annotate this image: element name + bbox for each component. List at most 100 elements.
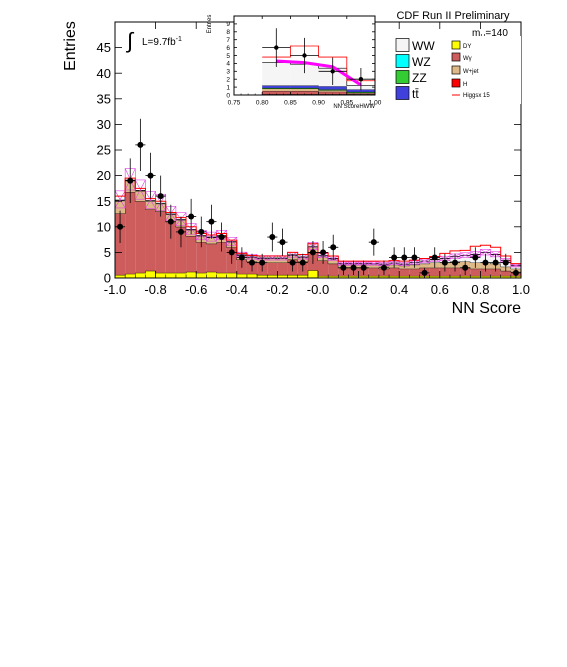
x-tick-label: 1.0 [512,282,530,297]
y-tick-label: 25 [97,143,111,158]
data-point [439,253,450,272]
data-point [389,247,400,268]
legend-label: W+jet [463,69,479,75]
syst-hatch [510,263,522,268]
stack-bar-tt- [318,86,347,90]
x-tick-label: 0.90 [312,100,325,107]
x-tick-label: 0.8 [471,282,489,297]
stack-bar-dy [216,272,227,278]
stack-bar-dy [470,275,481,278]
stack-bar-w-jet [262,88,291,92]
x-tick-label: -0.2 [266,282,288,297]
data-point [246,253,258,272]
legend-label: DY [463,44,471,50]
stack-bar-dy [145,270,156,278]
stack-bar-dy [125,273,136,278]
data-point [155,175,166,217]
data-point [206,204,217,239]
data-point [307,240,318,264]
x-axis-title: NN Score [452,300,521,317]
y-tick-label: 5 [226,53,230,60]
stack-bar-w- [216,242,227,273]
stack-bar-w- [318,91,347,95]
syst-hatch [419,258,430,264]
data-point [460,260,471,276]
x-tick-label: 0.75 [228,100,241,107]
luminosity-text: L=9.7fb-1 [142,36,182,48]
data-point [145,152,156,199]
main-axes: -1.0 -0.8 -0.6 -0.4 -0.2 -0.0 0.2 0.4 0.6 0.8 1.00… [97,21,530,297]
y-tick-label: 40 [97,66,111,81]
stack-bar-dy [389,275,400,278]
stack-bar-dy [186,271,197,278]
legend-swatch [395,86,410,100]
y-tick-label: 15 [97,194,111,209]
data-point [297,253,308,272]
y-tick-label: 3 [226,69,230,76]
inset-y-axis-title: Entries [207,15,213,34]
stack-bar-dy [480,275,491,278]
y-tick-label: 30 [97,117,111,132]
stack-bar-dy [155,272,166,278]
stack-bar-w-jet [145,201,156,210]
legend-swatch [451,52,461,62]
data-point [318,57,347,85]
stack-bar-w- [490,268,501,276]
data-point [267,222,278,252]
stack-bar-w- [175,226,187,273]
y-tick-label: 8 [226,29,230,36]
x-tick-label: 0.95 [340,100,353,107]
legend-swatch [395,54,410,68]
data-point [125,158,136,204]
x-tick-label: -0.6 [185,282,207,297]
legend-label: ZZ [412,71,427,85]
stack-bar-w- [165,221,176,273]
legend-label: WW [412,39,435,53]
data-point [368,228,379,256]
stack-bar-w- [500,270,511,276]
stack-bar-w-jet [328,259,339,264]
stack-bar-dy [439,275,450,278]
stack-bar-w- [328,263,339,276]
stack-bar-dy [449,275,461,278]
stack-bar-tt- [290,85,319,88]
stack-bar-ww [460,255,471,262]
stack-bar-dy [115,274,126,278]
stack-bar-w-jet [419,263,430,268]
stack-bar-dy [236,273,247,278]
stack-bar-w- [145,209,156,271]
stack-bar-dy [175,272,187,278]
x-tick-label: 0.2 [350,282,368,297]
y-tick-label: 4 [226,61,230,68]
legend-label: tt̄ [412,87,419,101]
data-point [500,253,511,272]
data-point [216,222,227,252]
legend-item: DY [451,40,471,50]
stack-bar-w- [389,267,400,276]
stack-bar-w- [290,91,319,95]
legend-item: tt̄ [395,86,419,101]
legend-swatch [451,78,461,88]
integral-icon: ∫ [125,28,135,53]
legend-swatch [395,70,410,84]
x-tick-label: -0.0 [307,282,329,297]
stack-bar-w-jet [346,92,375,94]
data-point [409,247,420,268]
stack-bar-dy [297,274,308,278]
legend: WW DY WZ Wγ ZZ W+jet tt̄ H Higgsx 15 [390,36,521,104]
stack-bar-dy [135,272,146,278]
x-tick-label: 0.80 [256,100,269,107]
stack-bar-dy [165,272,176,278]
legend-swatch [451,40,461,50]
data-point [510,267,521,278]
legend-swatch [451,65,461,75]
stack-bar-dy [338,275,349,278]
x-tick-label: 0.6 [431,282,449,297]
stack-bar-ww [262,62,291,86]
syst-hatch [368,261,379,266]
stack-bar-dy [267,274,278,278]
stack-bar-dy [399,275,410,278]
data-point [290,37,319,74]
